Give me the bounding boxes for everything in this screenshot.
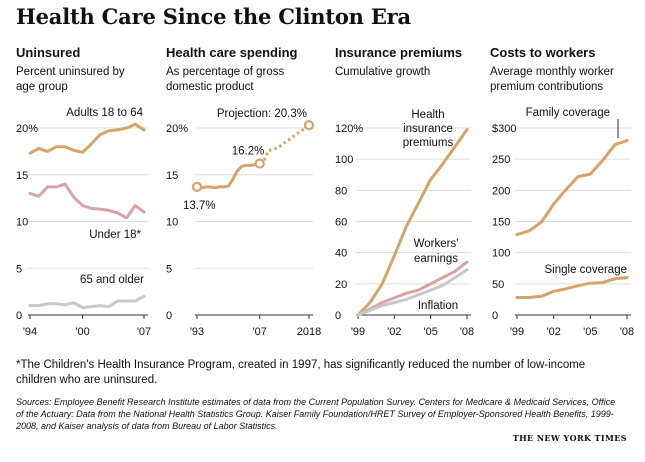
- y-tick-label: 0: [335, 310, 341, 322]
- series-label: Single coverage: [545, 264, 627, 276]
- series-line-65-and-older: [28, 294, 146, 309]
- y-tick-label: 150: [492, 217, 510, 229]
- x-tick-label: '99: [351, 326, 365, 338]
- y-tick-label: 100: [335, 154, 353, 166]
- series-label: Adults 18 to 64: [66, 107, 143, 119]
- chart-subtitle-uninsured: age group: [16, 81, 68, 93]
- series-line-inflation: [356, 268, 469, 317]
- data-marker: [303, 120, 315, 131]
- x-tick-label: '02: [546, 326, 560, 338]
- x-tick-label: '07: [137, 326, 151, 338]
- series-label: Workers': [414, 238, 459, 250]
- chart-subtitle-premiums: Cumulative growth: [335, 66, 430, 78]
- y-tick-label: 250: [492, 154, 510, 166]
- chart-title-spending: Health care spending: [166, 45, 298, 60]
- chart-title-costs: Costs to workers: [490, 45, 595, 60]
- x-tick-label: '08: [620, 326, 634, 338]
- series-line-health-insurance-premiums: [356, 128, 469, 317]
- y-tick-label: $300: [492, 123, 516, 135]
- chart-subtitle-spending: As percentage of gross: [166, 66, 285, 78]
- series-label: Health: [411, 109, 444, 121]
- series-label: 65 and older: [80, 274, 144, 286]
- chart-subtitle-costs: premium contributions: [490, 81, 603, 93]
- chart-subtitle-uninsured: Percent uninsured by: [16, 66, 125, 78]
- marker-label: 13.7%: [183, 200, 216, 212]
- y-tick-label: 5: [166, 263, 172, 275]
- data-marker: [191, 181, 203, 193]
- y-tick-label: 20%: [166, 123, 188, 135]
- sources: Sources: Employee Benefit Research Insti…: [16, 397, 616, 431]
- x-tick-label: '02: [387, 326, 401, 338]
- x-tick-label: '94: [23, 326, 37, 338]
- series-line-workers-earnings: [356, 260, 469, 317]
- page-title: Health Care Since the Clinton Era: [16, 4, 411, 29]
- x-tick-label: '05: [583, 326, 597, 338]
- y-tick-label: 50: [492, 279, 504, 291]
- series-label: premiums: [403, 137, 454, 149]
- credit: THE NEW YORK TIMES: [512, 433, 627, 443]
- series-line-under-18-: [28, 182, 146, 220]
- x-tick-label: '07: [253, 326, 267, 338]
- series-line-projection: [258, 124, 310, 165]
- footnote: *The Children's Health Insurance Program…: [16, 359, 586, 386]
- chart-subtitle-costs: Average monthly worker: [490, 66, 614, 78]
- series-line-family-coverage: [515, 139, 629, 237]
- series-line-single-coverage: [515, 276, 629, 299]
- chart-subtitle-spending: domestic product: [166, 81, 254, 93]
- marker-label: 16.2%: [232, 146, 265, 158]
- y-tick-label: 100: [492, 248, 510, 260]
- y-tick-label: 15: [16, 170, 28, 182]
- x-tick-label: '08: [460, 326, 474, 338]
- data-marker: [254, 158, 265, 169]
- y-tick-label: 10: [16, 217, 28, 229]
- y-tick-label: 0: [16, 310, 22, 322]
- y-tick-label: 20: [335, 279, 347, 291]
- series-label: Inflation: [418, 300, 458, 312]
- charts-area: Uninsured Percent uninsured by age group 0 5…: [16, 45, 634, 338]
- series-label: Family coverage: [526, 107, 610, 119]
- y-tick-label: 0: [166, 310, 172, 322]
- y-tick-label: 10: [166, 217, 178, 229]
- y-tick-label: 15: [166, 170, 178, 182]
- x-tick-label: '99: [510, 326, 524, 338]
- series-label: earnings: [414, 253, 458, 265]
- y-tick-label: 5: [16, 263, 22, 275]
- marker-label: Projection: 20.3%: [217, 108, 307, 120]
- y-tick-label: 0: [492, 310, 498, 322]
- y-tick-label: 40: [335, 248, 347, 260]
- y-tick-label: 20%: [16, 123, 38, 135]
- series-label: insurance: [403, 123, 453, 135]
- x-tick-label: 2018: [297, 326, 321, 338]
- y-tick-label: 200: [492, 185, 510, 197]
- y-tick-label: 60: [335, 217, 347, 229]
- x-tick-label: '00: [75, 326, 89, 338]
- series-label: Under 18*: [89, 229, 141, 241]
- chart-title-premiums: Insurance premiums: [335, 45, 462, 60]
- x-tick-label: '05: [423, 326, 437, 338]
- x-tick-label: '93: [190, 326, 204, 338]
- series-line-actual: [195, 162, 262, 190]
- series-line-adults-18-to-64: [28, 122, 146, 155]
- y-tick-label: 80: [335, 185, 347, 197]
- chart-title-uninsured: Uninsured: [16, 45, 80, 60]
- y-tick-label: 120%: [335, 123, 363, 135]
